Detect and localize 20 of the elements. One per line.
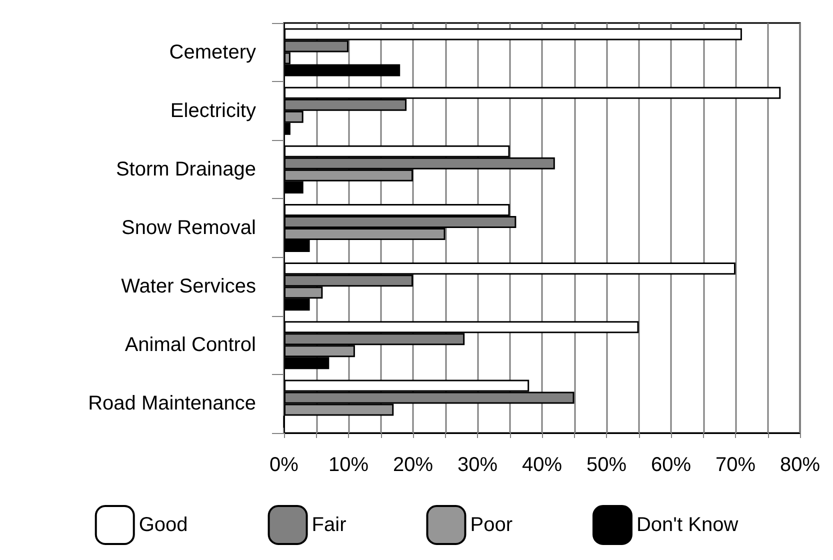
x-tick-label: 30% (457, 454, 498, 476)
y-tick-label: Electricity (170, 100, 256, 122)
y-tick-label: Water Services (121, 276, 256, 298)
y-tick-label: Storm Drainage (116, 158, 256, 180)
legend-label: Poor (470, 514, 513, 536)
y-tick-label: Road Maintenance (88, 392, 256, 415)
x-tick-label: 0% (270, 454, 299, 476)
x-tick-label: 70% (715, 454, 756, 476)
legend-label: Good (138, 514, 188, 536)
y-tick-label: Snow Removal (121, 217, 256, 239)
x-tick-label: 20% (392, 454, 434, 476)
legend-label: Don't Know (636, 514, 739, 536)
y-tick-label: Cemetery (169, 41, 256, 64)
x-tick-label: 60% (650, 454, 692, 476)
x-tick-label: 10% (328, 454, 369, 476)
x-tick-label: 40% (522, 454, 562, 476)
x-tick-label: 50% (586, 454, 627, 476)
legend-label: Fair (312, 514, 347, 536)
y-tick-label: Animal Control (124, 334, 256, 356)
x-tick-label: 80% (780, 454, 820, 476)
